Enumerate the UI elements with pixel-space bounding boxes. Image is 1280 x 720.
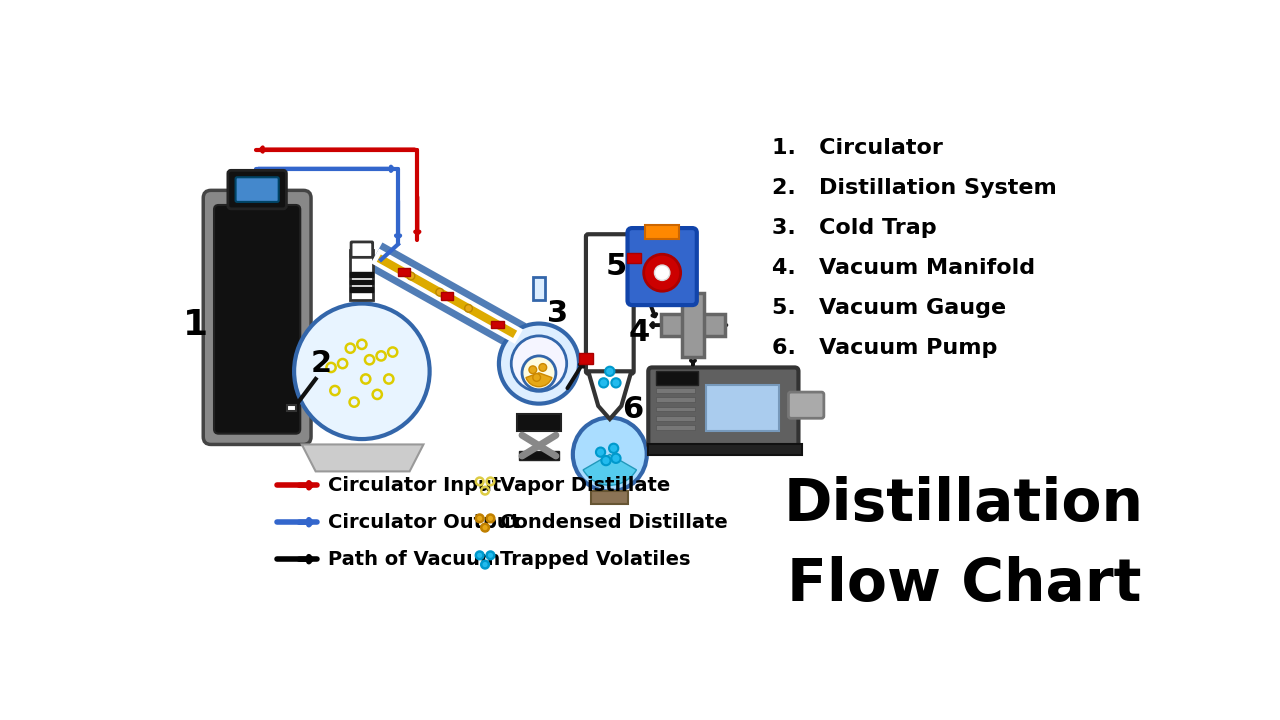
Bar (351, 279, 374, 284)
FancyBboxPatch shape (351, 242, 372, 257)
Bar (660, 315, 726, 336)
Circle shape (465, 305, 472, 312)
Circle shape (486, 552, 494, 559)
Text: Circulator Output: Circulator Output (328, 513, 520, 531)
Bar (657, 372, 699, 385)
Bar (517, 414, 561, 431)
Text: Vapor Distillate: Vapor Distillate (500, 476, 671, 495)
Circle shape (407, 272, 415, 280)
Text: 5: 5 (605, 252, 627, 281)
Wedge shape (526, 373, 552, 387)
Text: 1.   Circulator: 1. Circulator (772, 138, 942, 158)
Circle shape (294, 304, 430, 439)
FancyBboxPatch shape (228, 171, 287, 209)
Text: 4: 4 (628, 318, 650, 347)
Bar (707, 385, 780, 431)
Bar (351, 287, 374, 292)
Circle shape (612, 378, 621, 387)
FancyBboxPatch shape (627, 228, 696, 305)
Bar (532, 277, 545, 300)
Text: 2: 2 (311, 349, 332, 378)
Circle shape (529, 366, 536, 374)
Text: 5.   Vacuum Gauge: 5. Vacuum Gauge (772, 298, 1006, 318)
Circle shape (612, 454, 621, 463)
Text: 6.   Vacuum Pump: 6. Vacuum Pump (772, 338, 997, 358)
FancyBboxPatch shape (236, 177, 279, 202)
Bar (351, 250, 374, 300)
Text: 2.   Distillation System: 2. Distillation System (772, 178, 1056, 198)
Circle shape (532, 374, 540, 382)
FancyBboxPatch shape (204, 190, 311, 444)
Bar (518, 451, 559, 460)
Text: 6: 6 (622, 395, 644, 424)
Bar (657, 416, 695, 420)
Text: 3: 3 (547, 299, 568, 328)
Bar (657, 388, 695, 393)
Bar (657, 426, 695, 430)
FancyBboxPatch shape (398, 268, 410, 276)
Text: 3.   Cold Trap: 3. Cold Trap (772, 218, 936, 238)
Circle shape (499, 323, 579, 404)
Bar (657, 397, 695, 402)
Circle shape (596, 448, 605, 456)
Polygon shape (302, 444, 424, 472)
Bar (579, 353, 593, 364)
Bar (645, 225, 680, 239)
Circle shape (486, 515, 494, 522)
Circle shape (609, 444, 618, 453)
Circle shape (605, 366, 614, 376)
Text: 4.   Vacuum Manifold: 4. Vacuum Manifold (772, 258, 1034, 278)
Bar (648, 444, 803, 455)
Circle shape (476, 552, 484, 559)
Circle shape (481, 561, 489, 568)
Circle shape (602, 456, 611, 465)
Bar (591, 492, 628, 504)
Circle shape (476, 515, 484, 522)
Text: Trapped Volatiles: Trapped Volatiles (500, 549, 691, 569)
Circle shape (644, 254, 681, 291)
Circle shape (539, 364, 547, 372)
Circle shape (481, 523, 489, 531)
Polygon shape (589, 372, 631, 419)
FancyBboxPatch shape (788, 392, 824, 418)
FancyBboxPatch shape (648, 367, 799, 449)
Circle shape (654, 265, 669, 280)
Bar (351, 272, 374, 276)
Circle shape (522, 356, 556, 390)
Circle shape (573, 418, 646, 492)
Bar (627, 253, 640, 264)
Circle shape (599, 378, 608, 387)
Wedge shape (584, 454, 636, 485)
Circle shape (511, 336, 567, 392)
Bar (682, 293, 704, 357)
FancyBboxPatch shape (492, 320, 503, 328)
FancyBboxPatch shape (214, 205, 301, 433)
FancyBboxPatch shape (586, 234, 634, 374)
Bar (657, 407, 695, 411)
Text: Path of Vacuum: Path of Vacuum (328, 549, 500, 569)
Text: Circulator Input: Circulator Input (328, 476, 502, 495)
Text: Distillation
Flow Chart: Distillation Flow Chart (783, 477, 1144, 613)
Text: 1: 1 (183, 308, 209, 342)
Circle shape (436, 288, 444, 296)
Text: Condensed Distillate: Condensed Distillate (500, 513, 728, 531)
FancyBboxPatch shape (440, 292, 453, 300)
Bar (287, 405, 297, 411)
